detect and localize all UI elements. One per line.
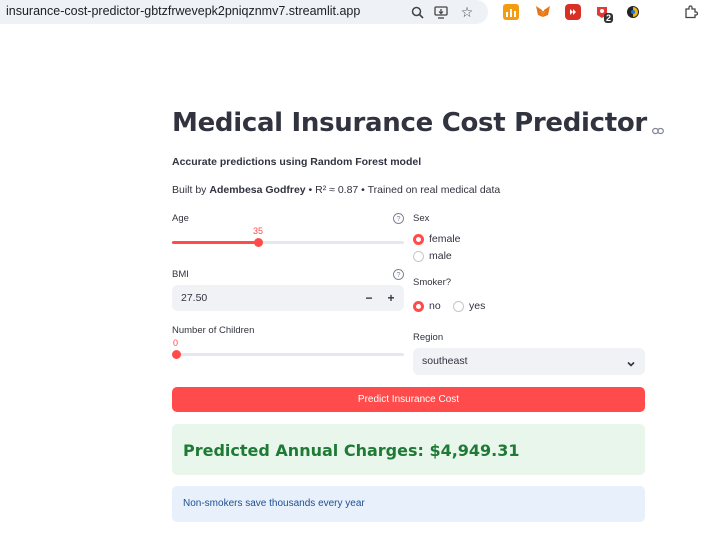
info-text: Non-smokers save thousands every year (183, 498, 365, 509)
install-app-icon[interactable] (432, 3, 450, 21)
region-selected-value[interactable]: southeast (422, 355, 468, 367)
bmi-increment-button[interactable]: + (387, 291, 395, 305)
subtitle: Accurate predictions using Random Forest… (172, 156, 422, 168)
children-slider-thumb[interactable] (172, 350, 181, 359)
children-label: Number of Children (172, 325, 255, 336)
smoker-label: Smoker? (413, 277, 452, 288)
radio-unchecked-icon[interactable] (413, 250, 424, 262)
chevron-down-icon[interactable] (626, 356, 636, 367)
sex-option-female[interactable]: female (413, 233, 461, 245)
address-bar[interactable]: insurance-cost-predictor-gbtzfrwevepk2pn… (0, 0, 488, 24)
wallet-extension-icon[interactable] (625, 4, 641, 20)
sex-option-label: male (429, 250, 452, 262)
extension-badge: 2 (604, 13, 614, 23)
smoker-option-label: yes (469, 300, 486, 312)
smoker-option-no[interactable]: no (413, 300, 441, 312)
age-slider-thumb[interactable] (254, 238, 263, 247)
region-select[interactable]: southeast (413, 348, 645, 375)
radio-checked-icon[interactable] (413, 300, 424, 312)
help-circle-icon[interactable]: ? (393, 269, 404, 280)
bmi-label: BMI (172, 269, 189, 280)
puzzle-icon[interactable] (682, 3, 700, 21)
zoom-icon[interactable] (408, 3, 426, 21)
sex-option-male[interactable]: male (413, 250, 452, 262)
bmi-decrement-button[interactable]: − (365, 291, 373, 305)
children-slider-value: 0 (173, 338, 179, 348)
children-slider[interactable] (172, 353, 404, 356)
sex-label: Sex (413, 213, 430, 224)
title-row: Medical Insurance Cost Predictor (172, 108, 664, 138)
credits-suffix: • R² ≈ 0.87 • Trained on real medical da… (305, 184, 501, 196)
age-slider[interactable] (172, 241, 404, 244)
age-slider-value: 35 (253, 226, 264, 236)
link-icon[interactable] (652, 122, 664, 135)
region-label: Region (413, 332, 444, 343)
sex-option-label: female (429, 233, 461, 245)
browser-toolbar: insurance-cost-predictor-gbtzfrwevepk2pn… (0, 0, 725, 24)
notification-extension-icon[interactable]: 2 (594, 4, 614, 23)
prediction-result-text: Predicted Annual Charges: $4,949.31 (183, 441, 520, 460)
help-circle-icon[interactable]: ? (393, 213, 404, 224)
bmi-value[interactable]: 27.50 (181, 292, 208, 304)
radio-checked-icon[interactable] (413, 233, 424, 245)
media-extension-icon[interactable] (565, 4, 581, 20)
credits-prefix: Built by (172, 184, 210, 196)
smoker-option-yes[interactable]: yes (453, 300, 485, 312)
star-icon[interactable]: ☆ (460, 3, 474, 20)
age-label: Age (172, 213, 189, 224)
age-slider-fill (172, 241, 259, 244)
chart-extension-icon[interactable] (503, 4, 519, 20)
radio-unchecked-icon[interactable] (453, 300, 464, 312)
smoker-option-label: no (429, 300, 441, 312)
predict-button[interactable]: Predict Insurance Cost (172, 387, 645, 412)
info-box: Non-smokers save thousands every year (172, 486, 645, 522)
page-title: Medical Insurance Cost Predictor (172, 108, 647, 138)
credits-line: Built by Adembesa Godfrey • R² ≈ 0.87 • … (172, 184, 500, 196)
bmi-input[interactable]: 27.50 − + (172, 285, 404, 311)
metamask-extension-icon[interactable] (535, 4, 551, 20)
url-text[interactable]: insurance-cost-predictor-gbtzfrwevepk2pn… (6, 4, 361, 18)
prediction-result-box: Predicted Annual Charges: $4,949.31 (172, 424, 645, 475)
credits-author: Adembesa Godfrey (209, 184, 306, 196)
